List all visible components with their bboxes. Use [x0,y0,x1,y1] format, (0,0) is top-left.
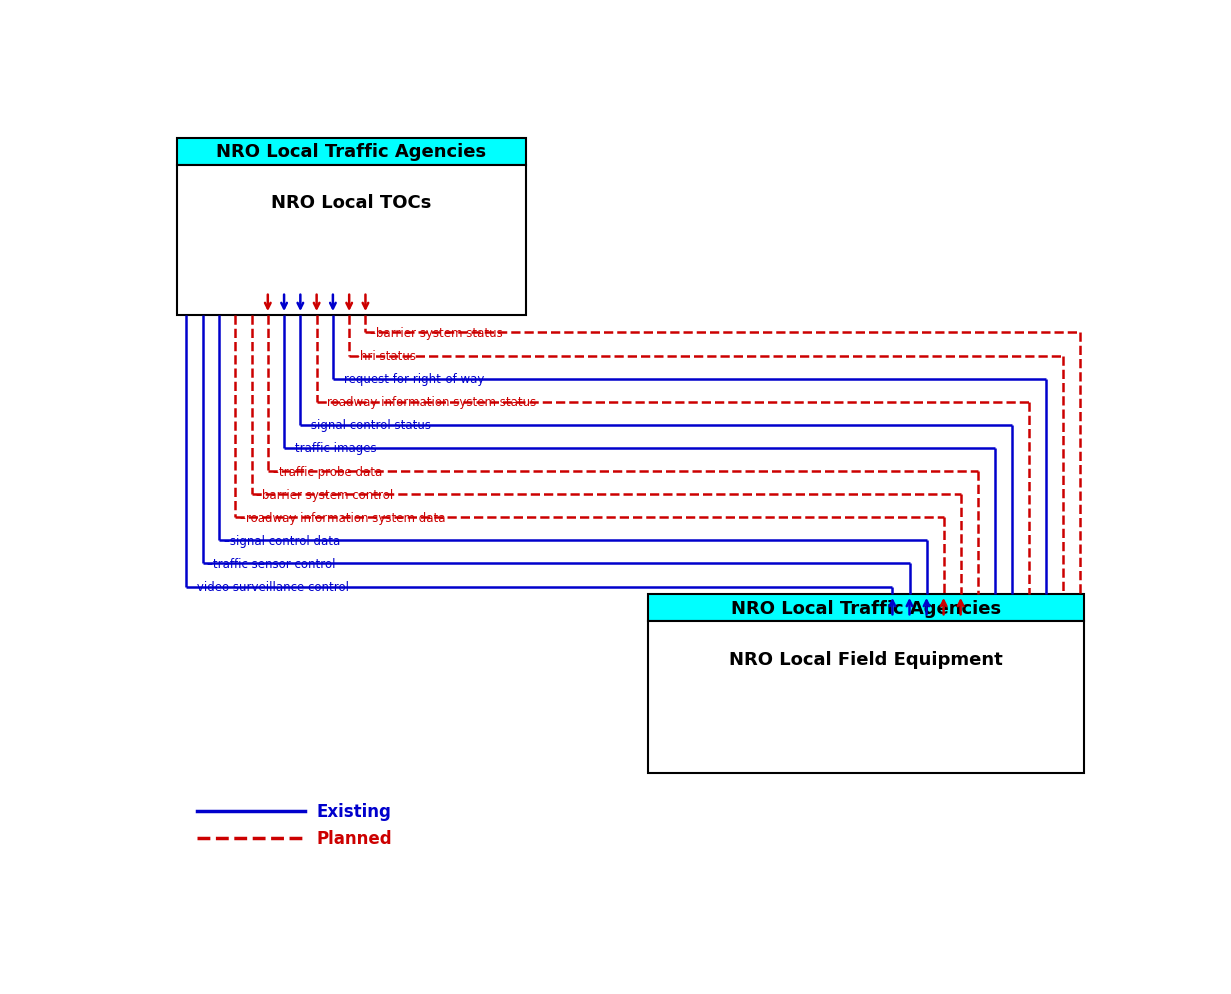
Text: –signal control status: –signal control status [305,418,431,432]
Text: –traffic images: –traffic images [289,442,377,455]
Text: –barrier system status: –barrier system status [371,327,503,340]
Text: Planned: Planned [316,830,393,848]
Text: –hri status: –hri status [355,350,416,363]
Text: –barrier system control: –barrier system control [256,488,394,501]
Text: NRO Local Field Equipment: NRO Local Field Equipment [729,650,1003,668]
Text: NRO Local Traffic Agencies: NRO Local Traffic Agencies [731,599,1001,617]
Text: –traffic sensor control: –traffic sensor control [208,558,336,571]
Text: –traffic probe data: –traffic probe data [272,465,382,478]
Bar [649,621,1083,773]
Text: –request for right-of-way: –request for right-of-way [337,373,484,386]
Bar [649,594,1083,621]
Bar [177,138,526,165]
Text: NRO Local TOCs: NRO Local TOCs [271,194,432,212]
Text: Existing: Existing [316,802,391,821]
Text: –roadway information system data: –roadway information system data [240,511,446,524]
Bar [177,165,526,315]
Text: –roadway information system status: –roadway information system status [321,396,537,409]
Text: NRO Local Traffic Agencies: NRO Local Traffic Agencies [217,143,486,161]
Text: –video surveillance control: –video surveillance control [191,580,350,593]
Text: –signal control data: –signal control data [224,535,340,548]
